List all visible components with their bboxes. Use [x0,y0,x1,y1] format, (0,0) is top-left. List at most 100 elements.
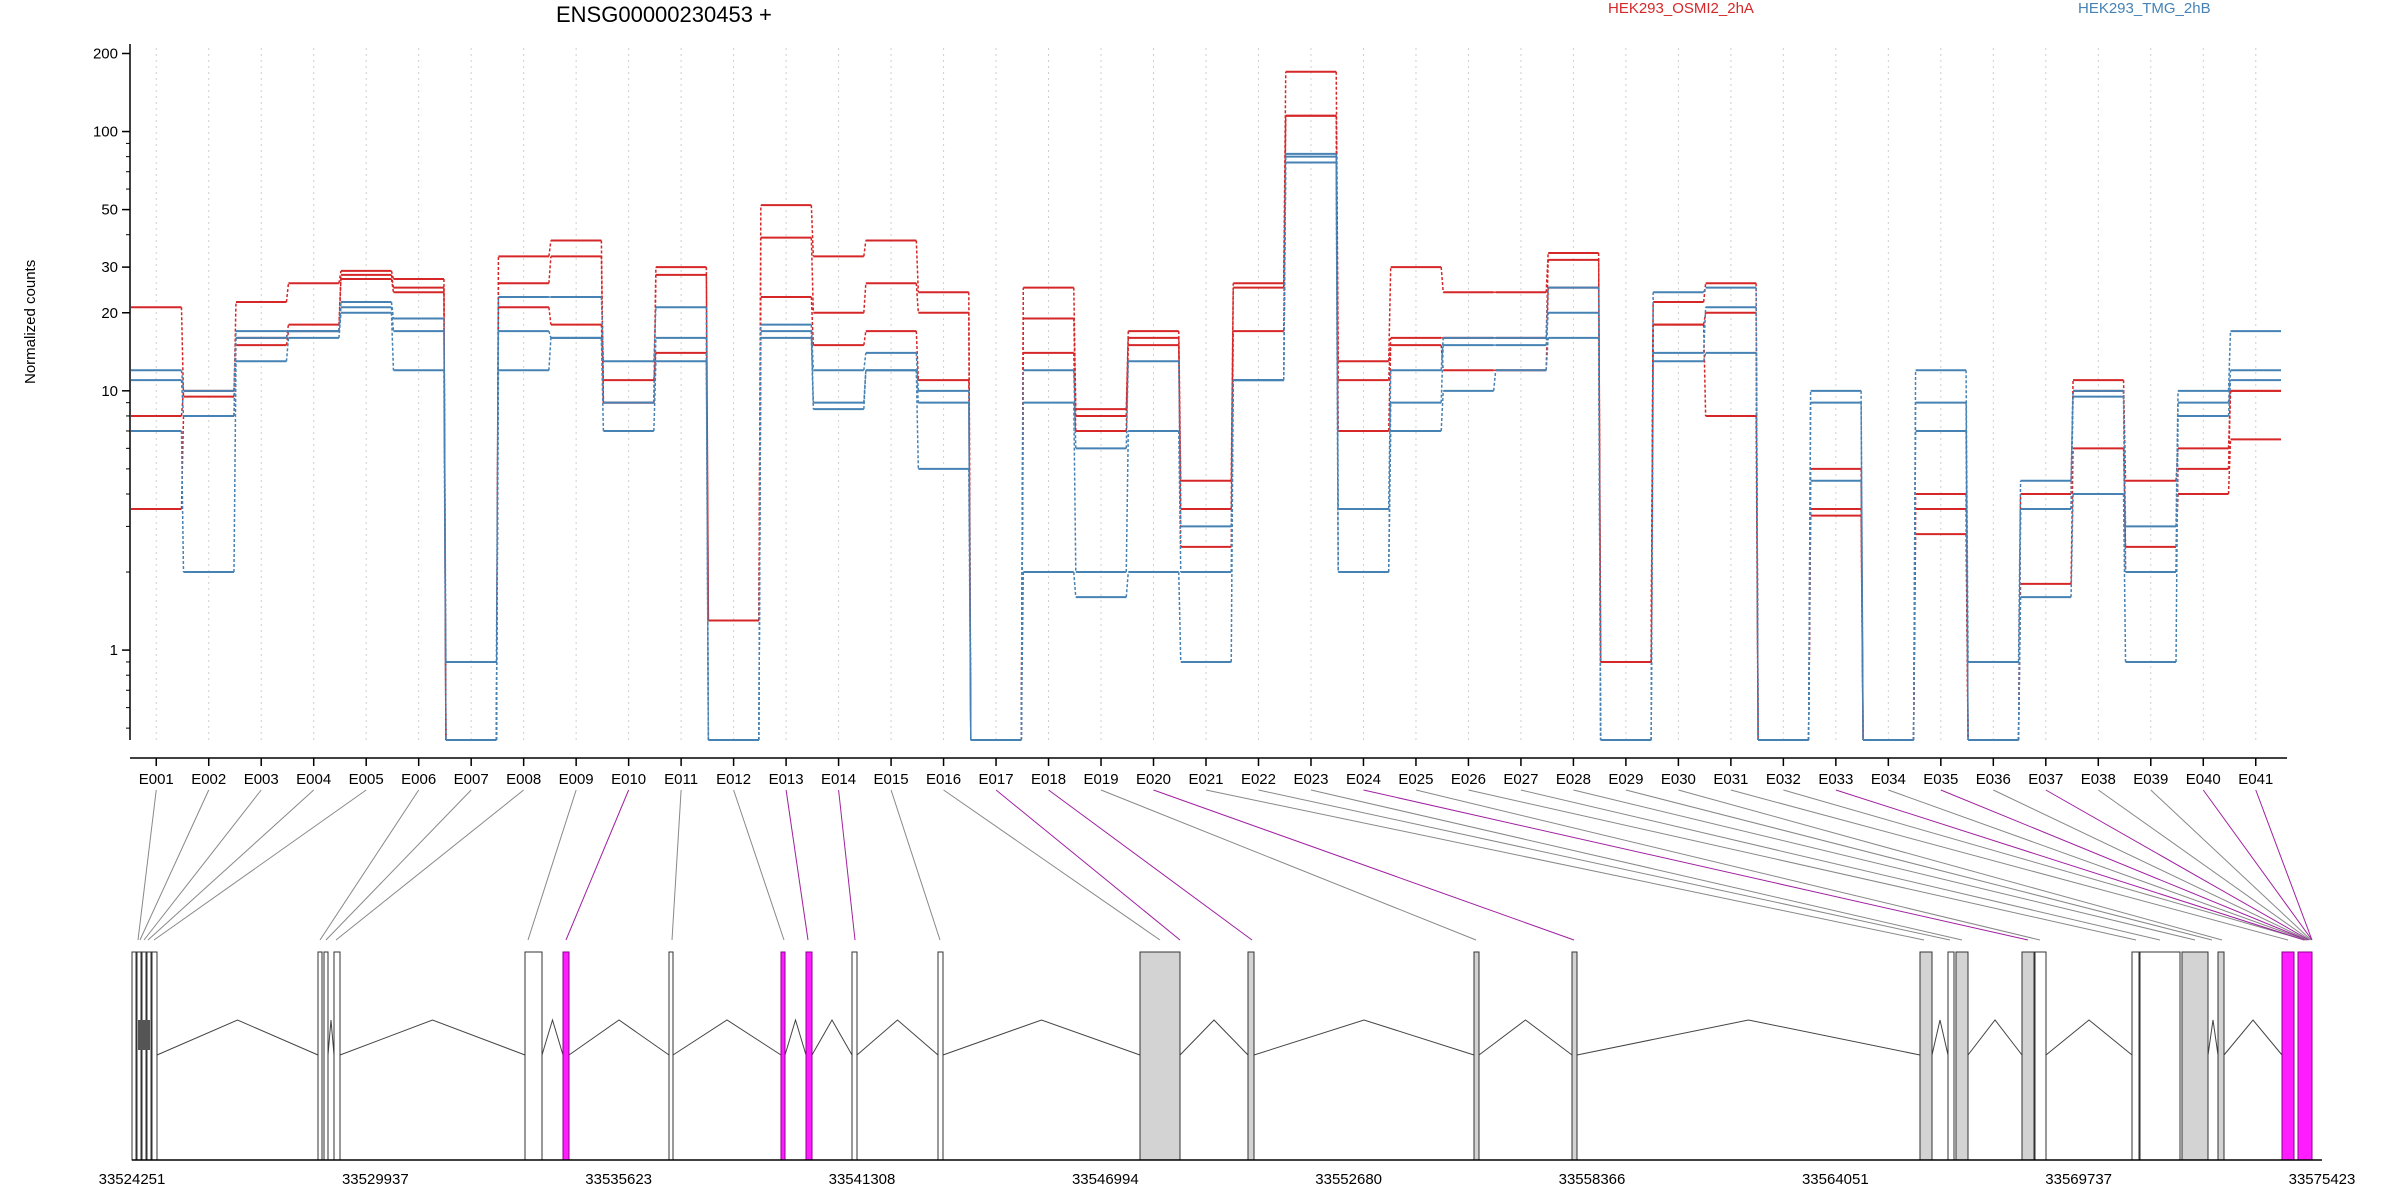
series-connector [810,296,815,346]
series-connector [1545,252,1549,293]
intron-line [568,1019,670,1056]
genomic-position-label: 33558366 [1559,1171,1626,1188]
exon-connector [1520,789,2161,941]
series-connector [915,370,920,469]
series-connector [653,361,657,431]
exon-connector [1783,789,2306,941]
series-layer [131,70,2281,741]
y-axis: 1 10 20 30 50 100 200 [93,44,131,740]
series-connector [1282,115,1287,288]
series-connector [1492,370,1497,391]
legend-entry-osmi2: HEK293_OSMI2_2hA [1608,0,1754,17]
series-connector [1440,337,1444,371]
series-connector [1597,337,1602,741]
exon-block [2281,951,2295,1161]
genomic-position-label: 33569737 [2045,1171,2112,1188]
series-connector [285,330,290,346]
x-tick-label: E013 [769,771,804,788]
exon-connector [2255,789,2313,941]
series-connector [1387,267,1392,362]
exon-connector [2098,789,2311,941]
series-connector [600,297,605,362]
exon-connector [1258,789,1951,941]
exon-connector [1730,789,2289,941]
genomic-position-label: 33552680 [1315,1171,1382,1188]
series-connector [1650,361,1654,741]
series-connector [810,337,815,410]
genomic-position-label: 33546994 [1072,1171,1139,1188]
series-connector [1702,312,1707,325]
series-connector [2070,493,2074,598]
exon-block [136,951,142,1161]
x-tick-label: E021 [1188,771,1223,788]
exon-connector [565,789,630,941]
series-connector [2070,396,2074,510]
series-connector [180,380,185,416]
series-connector [1860,480,1864,741]
exon-connector [2045,789,2310,941]
exon-connector [147,789,315,941]
series-connector [1440,267,1444,293]
y-tick-label: 10 [101,383,118,400]
x-tick-label: E001 [139,771,174,788]
genomic-position-label: 33529937 [342,1171,409,1188]
x-tick-label: E040 [2186,771,2221,788]
y-tick-label: 200 [93,45,118,62]
x-tick-label: E017 [979,771,1014,788]
x-tick-label: E018 [1031,771,1066,788]
series-connector [1073,402,1077,573]
series-connector [2227,390,2232,469]
intron-line [672,1019,782,1056]
x-tick-label: E020 [1136,771,1171,788]
series-connector [338,307,342,332]
exon-connector [2202,789,2313,941]
x-tick-label: E034 [1871,771,1906,788]
x-tick-label: E003 [244,771,279,788]
exon-connector [943,789,1161,941]
series-connector [1125,571,1130,598]
x-tick-label: E027 [1503,771,1538,788]
series-connector [1860,402,1864,741]
x-tick-label: E010 [611,771,646,788]
intron-line [2045,1019,2133,1056]
intron-line [1931,1019,1949,1056]
series-connector [968,468,972,741]
x-tick-label: E004 [296,771,331,788]
series-connector [1230,287,1234,510]
series-connector [285,337,290,362]
y-axis-label: Normalized counts [22,259,39,384]
exon-connector [137,789,157,941]
exon-block [2139,951,2181,1161]
exon-connector [785,789,809,941]
series-connector [180,370,185,391]
exon-block [1473,951,1480,1161]
exon-connector [325,789,472,941]
series-connector [2122,448,2127,547]
series-connector [2017,597,2022,741]
exon-block [780,951,786,1161]
series-connector [2227,390,2232,449]
series-connector [2227,380,2232,416]
exon-connector [139,789,210,941]
exon-block [562,951,570,1161]
genomic-axis: 33524251 33529937 33535623 33541308 33546994… [99,1159,2355,1188]
series-connector [1545,312,1549,346]
series-connector [653,307,657,362]
exon-connector [1205,789,1925,941]
series-connector [968,402,972,741]
series-connector [1387,430,1392,573]
x-tick-label: E019 [1084,771,1119,788]
series-connector [390,301,395,319]
series-connector [2227,370,2232,403]
series-connector [2175,415,2179,662]
series-connector [810,237,815,313]
x-axis: E001 E002 E003 E004 E005 E006 E007 E008 E009 E010… [130,757,2287,788]
series-connector [810,205,815,257]
series-connector [390,307,395,332]
exon-block [2217,951,2225,1161]
series-connector [285,330,290,339]
x-tick-label: E006 [401,771,436,788]
series-connector [1545,337,1549,371]
exon-block [2131,951,2140,1161]
series-connector [1440,390,1444,432]
